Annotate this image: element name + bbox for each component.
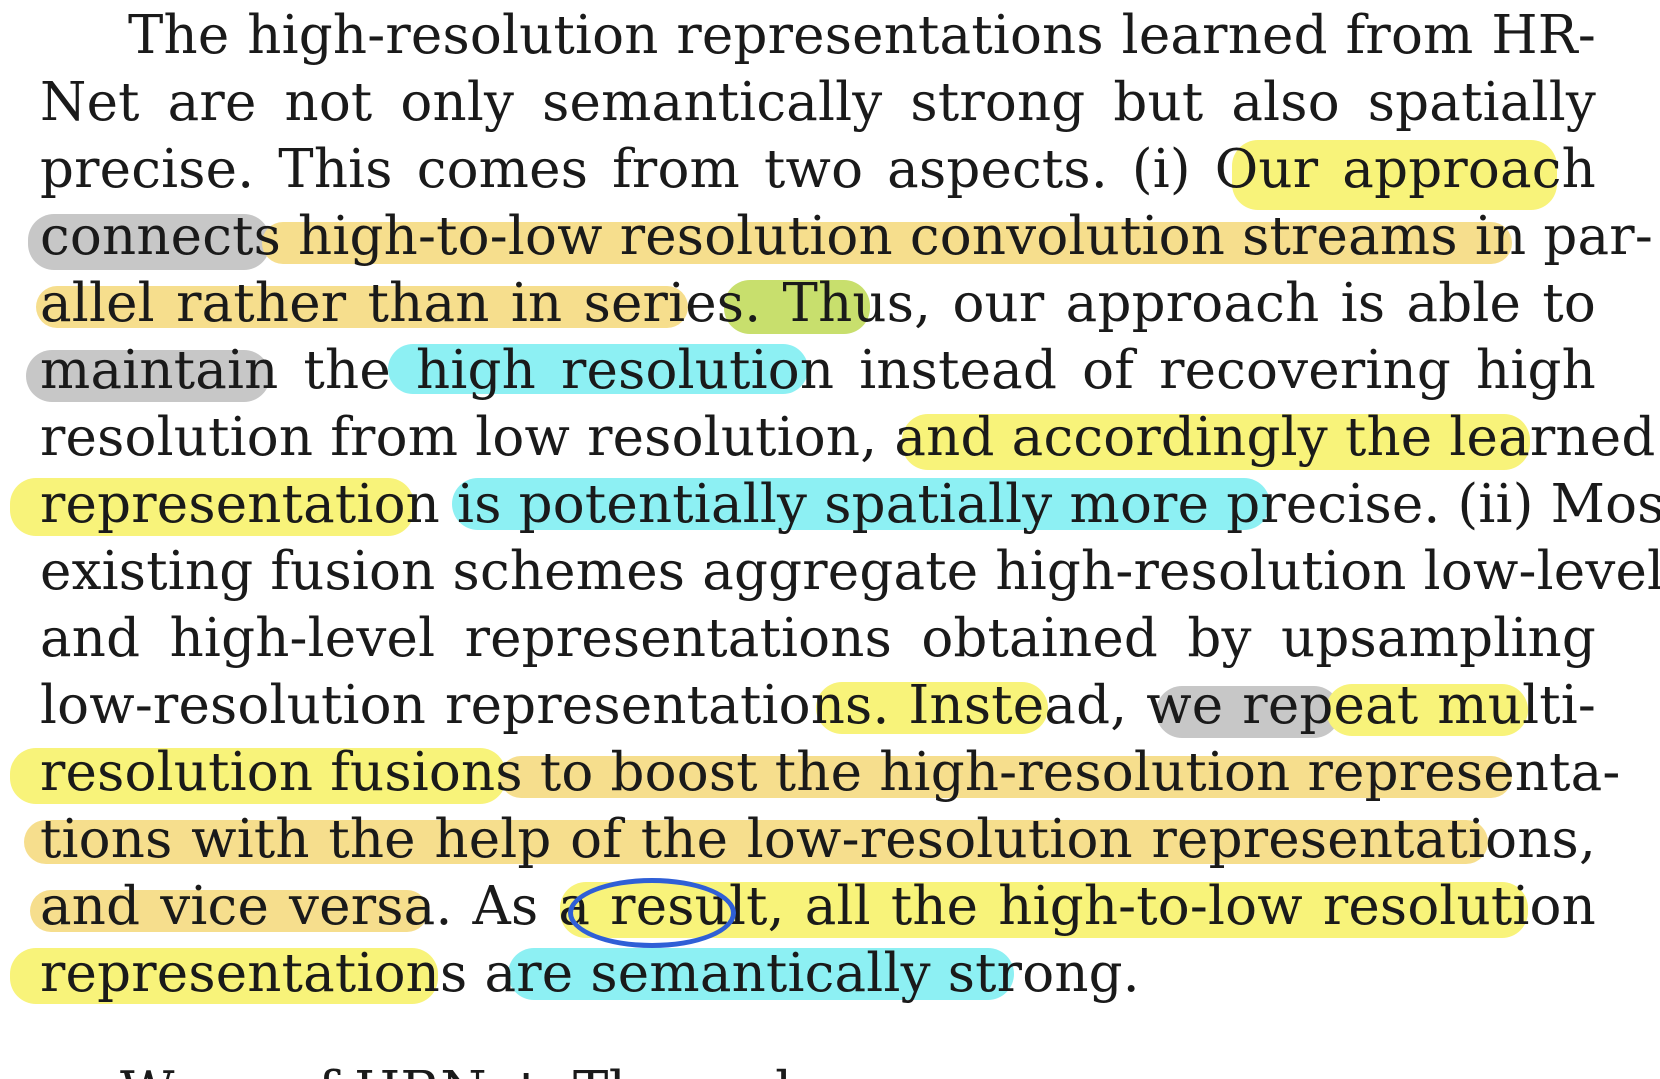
highlight-accordingly — [902, 414, 1530, 470]
line-text: and high-level representations obtained … — [40, 608, 1596, 669]
line-text: connects high-to-low resolution convolut… — [40, 206, 1653, 267]
text-line-10: and high-level representations obtained … — [0, 607, 1660, 678]
text-line-1: The high-resolution representations lear… — [0, 4, 1660, 75]
line-text: resolution fusions to boost the high-res… — [40, 742, 1621, 803]
highlight-allel-rather — [36, 286, 688, 328]
text-line-12: resolution fusions to boost the high-res… — [0, 741, 1660, 812]
highlight-approach — [1232, 140, 1557, 210]
result-circle-annotation — [568, 878, 736, 948]
text-line-9: existing fusion schemes aggregate high-r… — [0, 540, 1660, 611]
highlight-high-resolution — [388, 344, 808, 394]
highlight-high-to-low-streams — [262, 222, 1512, 264]
next-line-partial: We ... of HRNet. The ... d — [120, 1062, 792, 1079]
text-line-6: maintain the high resolution instead of … — [0, 339, 1660, 410]
text-line-8: representation is potentially spatially … — [0, 473, 1660, 544]
line-text: allel rather than in series. Thus, our a… — [40, 273, 1596, 334]
text-line-15: representations are semantically strong. — [0, 942, 1660, 1013]
highlight-connects — [28, 214, 270, 270]
highlight-multi — [1326, 684, 1528, 736]
line-text: precise. This comes from two aspects. (i… — [40, 139, 1596, 200]
text-line-3: precise. This comes from two aspects. (i… — [0, 138, 1660, 209]
line-text: existing fusion schemes aggregate high-r… — [40, 541, 1660, 602]
line-text: resolution from low resolution, and acco… — [40, 407, 1656, 468]
line-text: The high-resolution representations lear… — [128, 5, 1596, 66]
highlight-repeat — [1156, 686, 1340, 738]
highlight-maintain — [26, 350, 270, 402]
highlight-semantically-strong — [508, 948, 1014, 1000]
text-line-14: and vice versa. As a result, all the hig… — [0, 875, 1660, 946]
highlight-resolution-fusions — [10, 748, 506, 804]
text-line-13: tions with the help of the low-resolutio… — [0, 808, 1660, 879]
highlight-tions-with-help — [24, 820, 1488, 864]
line-text: representations are semantically strong. — [40, 943, 1140, 1004]
highlight-representation — [10, 478, 414, 536]
text-line-5: allel rather than in series. Thus, our a… — [0, 272, 1660, 343]
text-line-7: resolution from low resolution, and acco… — [0, 406, 1660, 477]
text-line-4: connects high-to-low resolution convolut… — [0, 205, 1660, 276]
highlight-vice-versa — [30, 890, 428, 932]
line-text: Net are not only semantically strong but… — [40, 72, 1596, 133]
line-text: representation is potentially spatially … — [40, 474, 1660, 535]
highlight-representations — [10, 948, 438, 1004]
text-line-2: Net are not only semantically strong but… — [0, 71, 1660, 142]
line-text: and vice versa. As a result, all the hig… — [40, 876, 1596, 937]
highlight-boost — [500, 756, 1512, 798]
line-text: tions with the help of the low-resolutio… — [40, 809, 1596, 870]
highlight-potentially-precise — [452, 478, 1270, 530]
highlight-instead — [816, 682, 1048, 734]
line-text: maintain the high resolution instead of … — [40, 340, 1596, 401]
line-text: low-resolution representations. Instead,… — [40, 675, 1596, 736]
text-line-11: low-resolution representations. Instead,… — [0, 674, 1660, 745]
highlight-thus — [724, 280, 870, 334]
